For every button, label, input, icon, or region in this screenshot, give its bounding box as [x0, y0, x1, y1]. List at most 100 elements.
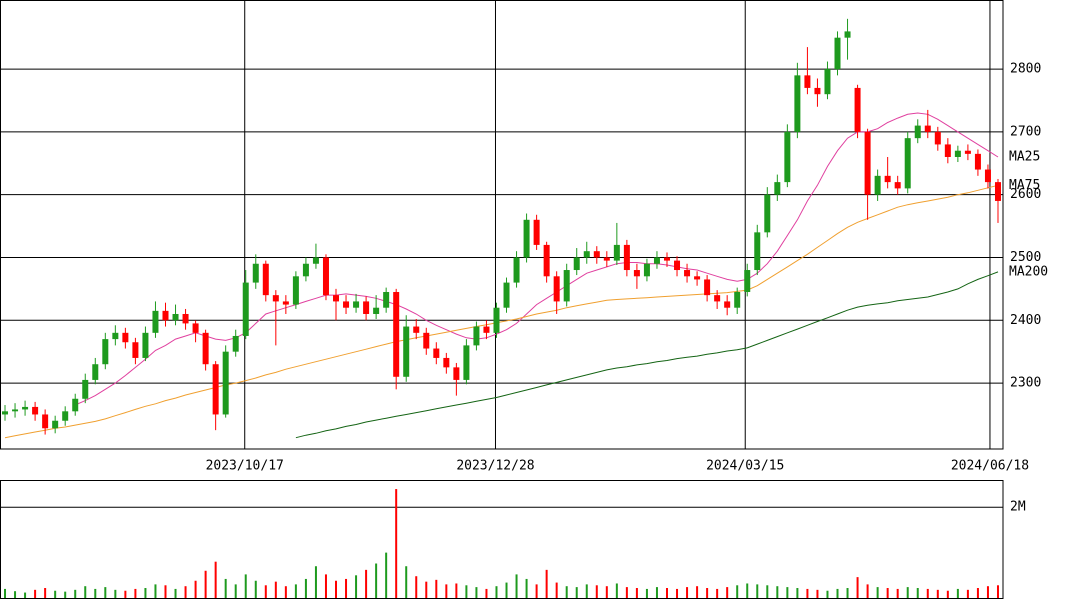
volume-bar [816, 589, 819, 598]
candle-body [82, 379, 89, 399]
volume-bar [575, 587, 578, 598]
candle-body [262, 263, 269, 296]
volume-bar [54, 590, 57, 598]
candle-body [804, 75, 811, 88]
candle-body [373, 307, 380, 314]
candle-body [152, 310, 159, 333]
volume-bar [64, 591, 67, 598]
volume-bar [254, 580, 257, 598]
candle-body [814, 87, 821, 95]
y-tick-label: 2600 [1010, 187, 1041, 202]
volume-bar [445, 584, 448, 598]
candle-body [854, 87, 861, 132]
candle-body [724, 301, 731, 308]
volume-bar [846, 588, 849, 598]
volume-bar [806, 588, 809, 598]
candle-body [363, 301, 370, 314]
candle-body [573, 257, 580, 271]
volume-bar [425, 581, 428, 598]
volume-bar [415, 576, 418, 598]
candle-body [72, 398, 79, 412]
candle-body [603, 257, 610, 261]
candle-body [473, 326, 480, 346]
candle-body [182, 313, 189, 324]
volume-bar [986, 586, 989, 598]
candle-body [924, 125, 931, 132]
candle-body [954, 150, 961, 157]
label-layer: 2300 2400 2500 2600 2700 2800 2023/10/17 2023/1… [206, 62, 1049, 515]
volume-bar [956, 588, 959, 598]
y-tick-label: 2500 [1010, 250, 1041, 265]
candle-body [784, 131, 791, 183]
volume-bar [435, 579, 438, 598]
volume-bar [726, 587, 729, 598]
ma-line [4, 184, 999, 439]
volume-bar [645, 588, 648, 598]
candle-body [202, 332, 209, 365]
volume-bar [585, 584, 588, 598]
candle-body [653, 257, 660, 264]
volume-bar [706, 588, 709, 598]
volume-bar [4, 588, 7, 598]
candle-body [984, 169, 991, 183]
candle-body [493, 307, 500, 333]
volume-bar [966, 589, 969, 598]
candle-body [212, 364, 219, 415]
candle-body [874, 175, 881, 195]
volume-bar [976, 588, 979, 598]
candle-body [463, 345, 470, 380]
volume-bar [495, 586, 498, 598]
candle-body [483, 326, 490, 333]
volume-bar [826, 590, 829, 598]
candle-body [333, 295, 340, 302]
volume-bar [144, 588, 147, 598]
volume-bar [615, 583, 618, 598]
candle-body [543, 244, 550, 277]
volume-bar [314, 566, 317, 598]
y-tick-label: 2800 [1010, 62, 1041, 77]
volume-bar [876, 587, 879, 598]
candle-body [2, 411, 9, 415]
candle-body [353, 301, 360, 308]
volume-bar [194, 580, 197, 598]
candle-body [423, 332, 430, 349]
candle-body [613, 244, 620, 261]
volume-bar [756, 584, 759, 598]
candle-body [322, 257, 329, 296]
volume-bar [284, 586, 287, 598]
volume-bar [104, 587, 107, 598]
candle-body [894, 182, 901, 189]
candle-body [904, 138, 911, 189]
volume-bar [224, 578, 227, 598]
volume-bar [365, 569, 368, 598]
ma-layer [4, 112, 999, 439]
candle-body [142, 332, 149, 358]
candle-body [383, 292, 390, 308]
volume-bar [926, 588, 929, 598]
candle-body [734, 292, 741, 308]
candle-body [222, 351, 229, 415]
candle-body [413, 326, 420, 333]
x-tick-label: 2024/06/18 [951, 459, 1029, 474]
volume-bar [214, 561, 217, 598]
candle-body [794, 75, 801, 132]
volume-bar [375, 563, 378, 598]
candle-body [252, 263, 259, 283]
volume-bar [736, 585, 739, 598]
volume-bar [996, 585, 999, 598]
candle-body [42, 414, 49, 429]
volume-bar [505, 582, 508, 598]
candle-body [974, 153, 981, 170]
volume-bar [766, 585, 769, 598]
volume-bar [274, 581, 277, 598]
candle-body [443, 357, 450, 368]
volume-bar [836, 588, 839, 598]
volume-bar [716, 588, 719, 598]
candle-body [563, 270, 570, 302]
candle-body [112, 332, 119, 340]
candle-body [192, 323, 199, 333]
volume-bar [324, 574, 327, 598]
volume-bar [174, 588, 177, 598]
volume-bar [545, 569, 548, 598]
